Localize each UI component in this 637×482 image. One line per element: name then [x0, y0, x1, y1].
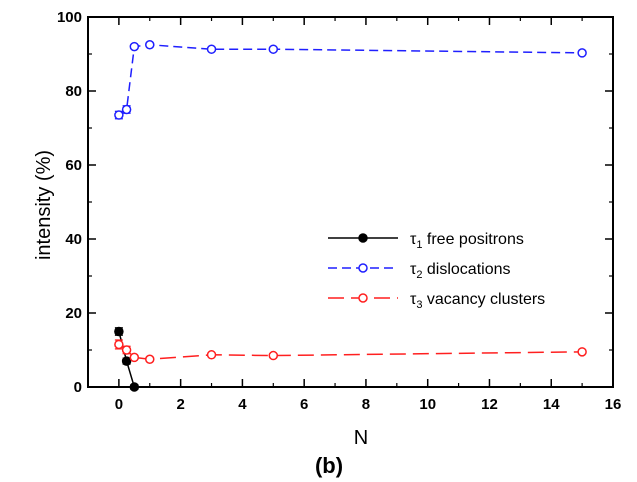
data-point [268, 44, 279, 54]
x-tick-label: 14 [543, 396, 560, 413]
legend-label: τ2 dislocations [410, 261, 511, 281]
panel-label: (b) [315, 453, 343, 478]
data-point [268, 350, 279, 361]
data-series [114, 40, 587, 392]
legend-symbol: τ [410, 231, 417, 248]
legend-marker [358, 263, 368, 273]
x-tick-label: 10 [419, 396, 436, 413]
legend-series-name: free positrons [422, 231, 523, 248]
data-point [145, 40, 155, 50]
data-point [114, 326, 124, 337]
data-point [114, 110, 124, 120]
legend-label: τ3 vacancy clusters [410, 291, 545, 311]
x-axis-title: N [354, 427, 368, 449]
x-tick-label: 0 [115, 396, 123, 413]
series-2 [114, 40, 587, 120]
data-point [577, 347, 587, 357]
legend-series-name: vacancy clusters [422, 291, 545, 308]
data-point [206, 350, 217, 360]
legend-subscript: 3 [416, 299, 422, 311]
data-point [121, 356, 132, 366]
data-point [577, 48, 587, 58]
x-tick-label: 12 [481, 396, 498, 413]
y-tick-label: 20 [65, 305, 82, 322]
legend-symbol: τ [410, 261, 417, 278]
y-tick-label: 100 [57, 9, 82, 26]
x-tick-label: 6 [300, 396, 308, 413]
legend-label: τ1 free positrons [410, 231, 524, 251]
data-point [121, 104, 132, 115]
plot-frame [87, 16, 614, 388]
y-tick-label: 60 [65, 157, 82, 174]
x-tick-label: 16 [605, 396, 622, 413]
data-point [129, 352, 140, 363]
series-3 [114, 339, 587, 364]
legend-subscript: 1 [416, 239, 422, 251]
y-tick-label: 0 [74, 379, 82, 396]
legend-marker [358, 233, 368, 243]
data-point [206, 44, 217, 54]
data-point [121, 345, 132, 355]
data-point [129, 41, 140, 52]
y-tick-label: 40 [65, 231, 82, 248]
x-tick-label: 2 [176, 396, 184, 413]
x-tick-label: 8 [362, 396, 370, 413]
legend-marker [358, 293, 368, 303]
y-tick-label: 80 [65, 83, 82, 100]
data-point [145, 354, 155, 364]
legend-subscript: 2 [416, 269, 422, 281]
x-tick-label: 4 [238, 396, 247, 413]
legend-symbol: τ [410, 291, 417, 308]
data-point [114, 339, 124, 350]
y-axis-title: intensity (%) [33, 150, 55, 260]
legend-series-name: dislocations [422, 261, 510, 278]
